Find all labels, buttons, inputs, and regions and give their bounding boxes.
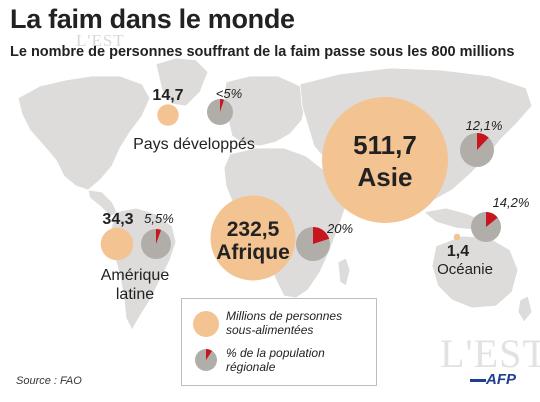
- value-label-oceanie: 1,4: [447, 243, 469, 260]
- pie-share-afrique: [313, 227, 330, 244]
- region-name-line-amerique-latine-2: latine: [116, 286, 154, 303]
- value-label-afrique: 232,5: [227, 218, 280, 241]
- legend-pie-share: [206, 349, 212, 360]
- new-zealand-shape: [517, 295, 533, 323]
- bubble-amerique-latine: [100, 227, 134, 261]
- watermark-top: L'EST: [76, 31, 125, 50]
- pie-share-asie: [477, 133, 489, 150]
- region-name-pays-developpes: Pays développés: [133, 136, 255, 153]
- value-label-amerique-latine: 34,3: [102, 211, 133, 228]
- pie-share-amerique-latine: [156, 229, 162, 244]
- source-note: Source : FAO: [16, 375, 82, 387]
- legend: Millions de personnes sous-alimentées % …: [181, 298, 377, 386]
- bubble-afrique: [210, 195, 296, 281]
- bubble-oceanie: [453, 233, 461, 241]
- watermark-bottom: L'EST: [440, 331, 540, 376]
- chart-title: La faim dans le monde: [10, 4, 295, 34]
- value-label-pays-developpes: 14,7: [152, 87, 183, 104]
- share-label-asie: 12,1%: [466, 118, 503, 133]
- madagascar-shape: [337, 257, 351, 287]
- pie-share-pays-developpes: [220, 99, 225, 112]
- region-name-afrique: Afrique: [216, 241, 290, 264]
- legend-pie-label: % de la population régionale: [226, 346, 328, 374]
- greenland-shape: [155, 57, 209, 107]
- share-label-pays-developpes: <5%: [216, 86, 242, 101]
- legend-bubble-line2: sous-alimentées: [226, 323, 313, 337]
- region-name-line-amerique-latine-1: Amérique: [101, 267, 170, 284]
- region-name-amerique-latine: Amérique latine: [101, 267, 170, 303]
- share-label-afrique: 20%: [326, 221, 353, 236]
- legend-bubble-label: Millions de personnes sous-alimentées: [226, 309, 345, 337]
- bubble-pays-developpes: [157, 104, 179, 126]
- legend-bubble-swatch: [193, 311, 219, 337]
- agency-logo: AFP: [486, 371, 516, 388]
- region-name-oceanie: Océanie: [437, 261, 493, 278]
- chart-subtitle: Le nombre de personnes souffrant de la f…: [10, 44, 515, 60]
- central-america-shape: [87, 189, 119, 217]
- north-america-shape: [17, 75, 151, 191]
- bubble-asie: [322, 97, 448, 223]
- value-label-asie: 511,7: [353, 130, 417, 160]
- agency-mark: [470, 379, 486, 382]
- legend-pie-line1: % de la population: [226, 346, 325, 360]
- share-label-oceanie: 14,2%: [493, 195, 530, 210]
- region-name-asie: Asie: [358, 162, 413, 192]
- share-label-amerique-latine: 5,5%: [144, 211, 174, 226]
- pie-share-oceanie: [486, 212, 498, 227]
- legend-pie-line2: régionale: [226, 360, 276, 374]
- legend-bubble-line1: Millions de personnes: [226, 309, 342, 323]
